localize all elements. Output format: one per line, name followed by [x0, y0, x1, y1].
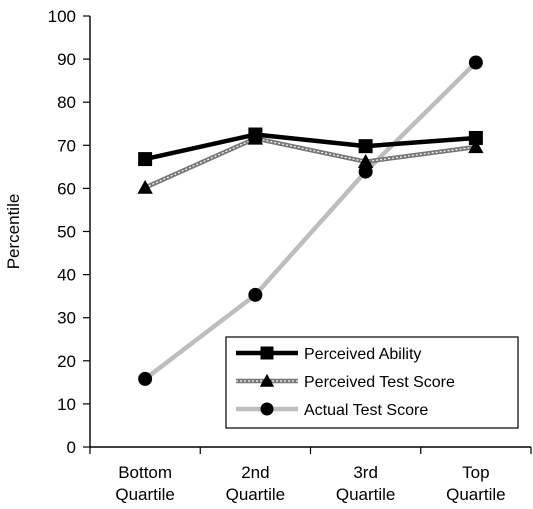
x-category-label: Bottom	[118, 463, 172, 482]
x-category-label: Quartile	[336, 485, 396, 504]
x-category-label: Top	[462, 463, 489, 482]
legend-label: Actual Test Score	[304, 402, 428, 419]
y-tick-label: 50	[57, 223, 76, 242]
y-tick-label: 10	[57, 395, 76, 414]
y-tick-label: 30	[57, 309, 76, 328]
legend: Perceived Ability Perceived Test Score Act…	[225, 336, 519, 429]
data-point-triangle	[137, 179, 153, 194]
legend-marker-triangle	[259, 373, 275, 387]
series-layer	[137, 55, 484, 386]
y-tick-label: 40	[57, 266, 76, 285]
legend-marker-square	[260, 346, 274, 360]
legend-label: Perceived Ability	[304, 346, 421, 363]
y-tick-label: 70	[57, 136, 76, 155]
data-point-circle	[468, 55, 483, 70]
axes: 0 10 20 30 40 50 60 70 80 90 100 Bottom Quartile 2nd Q…	[4, 7, 532, 504]
y-tick-label: 100	[48, 7, 76, 26]
y-tick-label: 60	[57, 179, 76, 198]
series-perceived-ability	[138, 127, 483, 167]
x-category-label: Quartile	[226, 485, 286, 504]
series-line	[144, 132, 477, 162]
x-category-label: Quartile	[446, 485, 506, 504]
data-point-square	[358, 139, 373, 154]
y-tick-label: 20	[57, 352, 76, 371]
x-category-label: 3rd	[353, 463, 378, 482]
x-category-label: 2nd	[241, 463, 269, 482]
data-point-square	[138, 152, 153, 167]
legend-item: Perceived Ability	[236, 346, 421, 363]
data-point-circle	[138, 371, 153, 386]
legend-item: Perceived Test Score	[236, 373, 455, 391]
data-point-circle	[358, 164, 373, 179]
data-point-triangle	[468, 139, 484, 154]
legend-item: Actual Test Score	[236, 402, 428, 419]
y-tick-label: 0	[67, 438, 76, 457]
series-line-texture	[144, 137, 476, 189]
data-point-circle	[248, 287, 263, 302]
legend-label: Perceived Test Score	[304, 374, 455, 391]
legend-marker-circle	[260, 402, 274, 416]
data-point-square	[468, 130, 483, 145]
series-line	[143, 60, 478, 381]
x-category-label: Quartile	[115, 485, 175, 504]
data-point-square	[248, 127, 263, 142]
series-actual-test-score	[138, 55, 483, 386]
y-axis-title: Percentile	[4, 194, 23, 270]
y-tick-label: 80	[57, 93, 76, 112]
y-tick-label: 90	[57, 50, 76, 69]
data-point-triangle	[357, 153, 374, 168]
